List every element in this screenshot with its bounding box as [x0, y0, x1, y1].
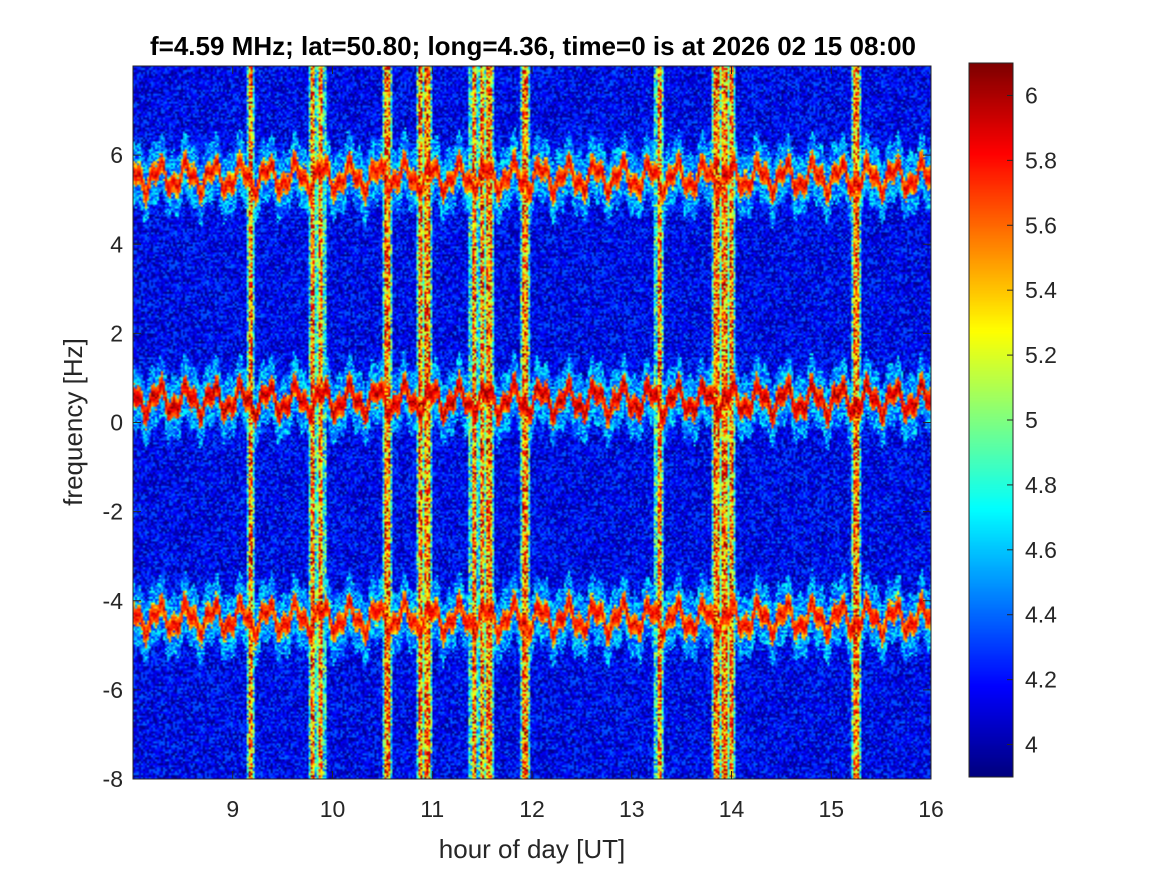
y-tick-label: 0	[110, 410, 123, 436]
colorbar-tick-label: 5	[1025, 407, 1038, 433]
colorbar-tick-label: 6	[1025, 82, 1038, 108]
x-tick-label: 9	[226, 796, 239, 822]
y-tick-label: -4	[103, 588, 124, 614]
colorbar-tick-label: 5.2	[1025, 342, 1057, 368]
x-axis-ticks: 9 10 11 12 13 14 15 16	[226, 66, 944, 822]
colorbar-gradient	[969, 63, 1013, 777]
colorbar-tick-label: 4.6	[1025, 537, 1057, 563]
x-tick-label: 16	[918, 796, 944, 822]
colorbar-tick-label: 4.4	[1025, 602, 1057, 628]
y-axis-ticks: -8 -6 -4 -2 0 2 4 6	[103, 142, 931, 792]
x-tick-label: 15	[818, 796, 844, 822]
colorbar-tick-label: 4	[1025, 732, 1038, 758]
colorbar-tick-label: 5.6	[1025, 212, 1057, 238]
chart-title: f=4.59 MHz; lat=50.80; long=4.36, time=0…	[150, 31, 916, 61]
x-axis-label: hour of day [UT]	[439, 834, 625, 864]
spectrogram-heatmap	[133, 66, 931, 779]
x-tick-label: 13	[619, 796, 645, 822]
spectrogram-plot	[132, 65, 932, 780]
colorbar: 4 4.2 4.4 4.6 4.8 5 5.2 5.4 5.6 5.8 6	[968, 62, 1057, 778]
x-tick-label: 11	[420, 796, 444, 822]
y-tick-label: -8	[103, 766, 123, 792]
y-tick-label: 2	[110, 320, 123, 346]
colorbar-tick-label: 5.8	[1025, 147, 1057, 173]
colorbar-tick-label: 5.4	[1025, 277, 1057, 303]
y-axis-label: frequency [Hz]	[58, 338, 88, 506]
x-tick-label: 12	[519, 796, 545, 822]
colorbar-tick-label: 4.8	[1025, 472, 1057, 498]
x-tick-label: 14	[719, 796, 745, 822]
y-tick-label: -6	[103, 677, 123, 703]
colorbar-tick-label: 4.2	[1025, 667, 1057, 693]
y-tick-label: 6	[110, 142, 123, 168]
y-tick-label: -2	[103, 499, 123, 525]
y-tick-label: 4	[110, 231, 123, 257]
x-tick-label: 10	[320, 796, 346, 822]
colorbar-ticks: 4 4.2 4.4 4.6 4.8 5 5.2 5.4 5.6 5.8 6	[1007, 82, 1057, 758]
